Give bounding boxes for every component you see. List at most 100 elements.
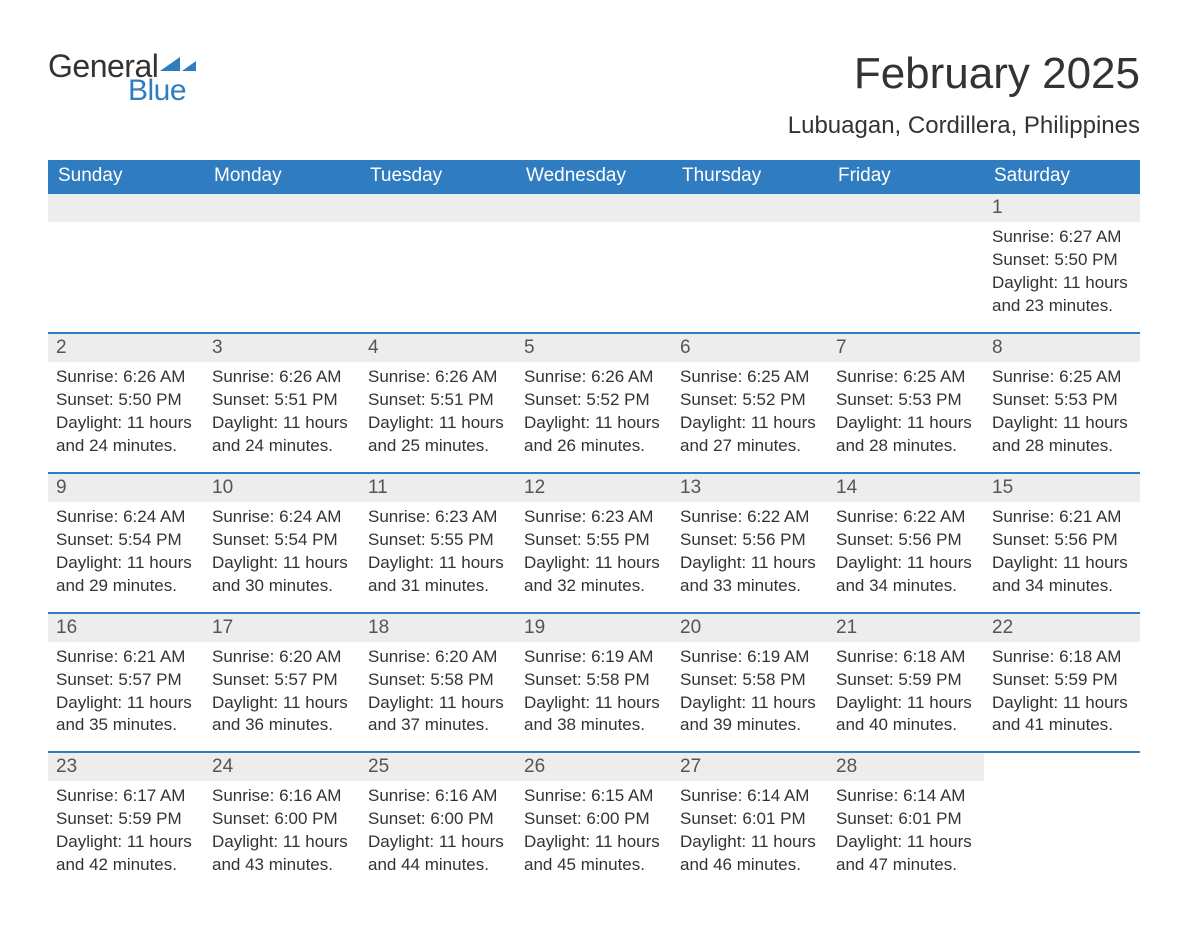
daylight-text: Daylight: 11 hours and 29 minutes. bbox=[56, 552, 196, 598]
daylight-text: Daylight: 11 hours and 41 minutes. bbox=[992, 692, 1132, 738]
sunrise-text: Sunrise: 6:19 AM bbox=[680, 646, 820, 669]
day-content-row: Sunrise: 6:17 AMSunset: 5:59 PMDaylight:… bbox=[48, 781, 1140, 891]
day-content-cell: Sunrise: 6:14 AMSunset: 6:01 PMDaylight:… bbox=[672, 781, 828, 891]
day-number-cell: 13 bbox=[672, 473, 828, 502]
sunrise-text: Sunrise: 6:23 AM bbox=[524, 506, 664, 529]
day-number-cell: 19 bbox=[516, 613, 672, 642]
sunset-text: Sunset: 5:55 PM bbox=[368, 529, 508, 552]
day-number-cell: 20 bbox=[672, 613, 828, 642]
day-content-cell: Sunrise: 6:14 AMSunset: 6:01 PMDaylight:… bbox=[828, 781, 984, 891]
day-number-cell: 16 bbox=[48, 613, 204, 642]
day-content-row: Sunrise: 6:24 AMSunset: 5:54 PMDaylight:… bbox=[48, 502, 1140, 613]
day-number-row: 9101112131415 bbox=[48, 473, 1140, 502]
day-number-cell: 25 bbox=[360, 752, 516, 781]
daylight-text: Daylight: 11 hours and 47 minutes. bbox=[836, 831, 976, 877]
daylight-text: Daylight: 11 hours and 24 minutes. bbox=[212, 412, 352, 458]
daylight-text: Daylight: 11 hours and 30 minutes. bbox=[212, 552, 352, 598]
day-number-cell: 12 bbox=[516, 473, 672, 502]
day-number-cell: 24 bbox=[204, 752, 360, 781]
title-block: February 2025 Lubuagan, Cordillera, Phil… bbox=[788, 50, 1140, 154]
daylight-text: Daylight: 11 hours and 23 minutes. bbox=[992, 272, 1132, 318]
day-number-cell: 27 bbox=[672, 752, 828, 781]
calendar-table: SundayMondayTuesdayWednesdayThursdayFrid… bbox=[48, 160, 1140, 891]
day-content-cell: Sunrise: 6:16 AMSunset: 6:00 PMDaylight:… bbox=[204, 781, 360, 891]
day-content-cell: Sunrise: 6:19 AMSunset: 5:58 PMDaylight:… bbox=[672, 642, 828, 753]
day-content-cell: Sunrise: 6:27 AMSunset: 5:50 PMDaylight:… bbox=[984, 222, 1140, 333]
location-subtitle: Lubuagan, Cordillera, Philippines bbox=[788, 112, 1140, 140]
sunrise-text: Sunrise: 6:18 AM bbox=[992, 646, 1132, 669]
day-content-cell bbox=[204, 222, 360, 333]
sunset-text: Sunset: 5:50 PM bbox=[992, 249, 1132, 272]
sunrise-text: Sunrise: 6:21 AM bbox=[56, 646, 196, 669]
day-content-cell: Sunrise: 6:23 AMSunset: 5:55 PMDaylight:… bbox=[516, 502, 672, 613]
day-content-cell: Sunrise: 6:20 AMSunset: 5:58 PMDaylight:… bbox=[360, 642, 516, 753]
sunset-text: Sunset: 5:54 PM bbox=[212, 529, 352, 552]
day-content-cell: Sunrise: 6:22 AMSunset: 5:56 PMDaylight:… bbox=[672, 502, 828, 613]
day-number-cell bbox=[360, 193, 516, 222]
day-content-cell: Sunrise: 6:25 AMSunset: 5:53 PMDaylight:… bbox=[984, 362, 1140, 473]
sunset-text: Sunset: 5:55 PM bbox=[524, 529, 664, 552]
sunrise-text: Sunrise: 6:21 AM bbox=[992, 506, 1132, 529]
daylight-text: Daylight: 11 hours and 24 minutes. bbox=[56, 412, 196, 458]
sunset-text: Sunset: 5:53 PM bbox=[836, 389, 976, 412]
sunset-text: Sunset: 5:54 PM bbox=[56, 529, 196, 552]
daylight-text: Daylight: 11 hours and 45 minutes. bbox=[524, 831, 664, 877]
day-number-cell: 14 bbox=[828, 473, 984, 502]
sunrise-text: Sunrise: 6:27 AM bbox=[992, 226, 1132, 249]
day-number-cell: 10 bbox=[204, 473, 360, 502]
sunset-text: Sunset: 5:51 PM bbox=[368, 389, 508, 412]
day-number-row: 232425262728 bbox=[48, 752, 1140, 781]
daylight-text: Daylight: 11 hours and 43 minutes. bbox=[212, 831, 352, 877]
day-number-cell bbox=[672, 193, 828, 222]
day-content-cell: Sunrise: 6:24 AMSunset: 5:54 PMDaylight:… bbox=[204, 502, 360, 613]
day-content-cell bbox=[672, 222, 828, 333]
day-content-cell: Sunrise: 6:24 AMSunset: 5:54 PMDaylight:… bbox=[48, 502, 204, 613]
daylight-text: Daylight: 11 hours and 40 minutes. bbox=[836, 692, 976, 738]
day-number-cell bbox=[984, 752, 1140, 781]
daylight-text: Daylight: 11 hours and 37 minutes. bbox=[368, 692, 508, 738]
sunrise-text: Sunrise: 6:26 AM bbox=[368, 366, 508, 389]
sunset-text: Sunset: 5:52 PM bbox=[680, 389, 820, 412]
day-content-cell: Sunrise: 6:20 AMSunset: 5:57 PMDaylight:… bbox=[204, 642, 360, 753]
daylight-text: Daylight: 11 hours and 32 minutes. bbox=[524, 552, 664, 598]
sunset-text: Sunset: 5:52 PM bbox=[524, 389, 664, 412]
day-number-cell: 3 bbox=[204, 333, 360, 362]
day-number-cell: 21 bbox=[828, 613, 984, 642]
day-number-cell: 6 bbox=[672, 333, 828, 362]
sunset-text: Sunset: 5:57 PM bbox=[212, 669, 352, 692]
day-content-cell bbox=[984, 781, 1140, 891]
day-number-cell: 4 bbox=[360, 333, 516, 362]
daylight-text: Daylight: 11 hours and 38 minutes. bbox=[524, 692, 664, 738]
sunrise-text: Sunrise: 6:15 AM bbox=[524, 785, 664, 808]
sunset-text: Sunset: 5:58 PM bbox=[368, 669, 508, 692]
day-content-cell: Sunrise: 6:25 AMSunset: 5:53 PMDaylight:… bbox=[828, 362, 984, 473]
sunset-text: Sunset: 6:01 PM bbox=[680, 808, 820, 831]
sunrise-text: Sunrise: 6:14 AM bbox=[680, 785, 820, 808]
day-content-cell: Sunrise: 6:17 AMSunset: 5:59 PMDaylight:… bbox=[48, 781, 204, 891]
calendar-body: 1Sunrise: 6:27 AMSunset: 5:50 PMDaylight… bbox=[48, 193, 1140, 891]
sunrise-text: Sunrise: 6:23 AM bbox=[368, 506, 508, 529]
daylight-text: Daylight: 11 hours and 33 minutes. bbox=[680, 552, 820, 598]
day-number-cell: 1 bbox=[984, 193, 1140, 222]
day-number-cell: 15 bbox=[984, 473, 1140, 502]
sunset-text: Sunset: 5:53 PM bbox=[992, 389, 1132, 412]
day-number-cell: 11 bbox=[360, 473, 516, 502]
day-content-row: Sunrise: 6:26 AMSunset: 5:50 PMDaylight:… bbox=[48, 362, 1140, 473]
daylight-text: Daylight: 11 hours and 28 minutes. bbox=[836, 412, 976, 458]
day-content-row: Sunrise: 6:27 AMSunset: 5:50 PMDaylight:… bbox=[48, 222, 1140, 333]
month-title: February 2025 bbox=[788, 50, 1140, 98]
sunrise-text: Sunrise: 6:16 AM bbox=[368, 785, 508, 808]
day-content-cell: Sunrise: 6:19 AMSunset: 5:58 PMDaylight:… bbox=[516, 642, 672, 753]
sunset-text: Sunset: 5:59 PM bbox=[992, 669, 1132, 692]
day-number-cell: 22 bbox=[984, 613, 1140, 642]
sunrise-text: Sunrise: 6:16 AM bbox=[212, 785, 352, 808]
day-content-cell: Sunrise: 6:26 AMSunset: 5:51 PMDaylight:… bbox=[360, 362, 516, 473]
day-number-row: 2345678 bbox=[48, 333, 1140, 362]
day-content-cell: Sunrise: 6:21 AMSunset: 5:56 PMDaylight:… bbox=[984, 502, 1140, 613]
day-number-cell: 9 bbox=[48, 473, 204, 502]
calendar-page: General Blue February 2025 Lubuagan, Cor… bbox=[0, 0, 1188, 931]
sunrise-text: Sunrise: 6:25 AM bbox=[836, 366, 976, 389]
sunrise-text: Sunrise: 6:25 AM bbox=[992, 366, 1132, 389]
sunrise-text: Sunrise: 6:25 AM bbox=[680, 366, 820, 389]
daylight-text: Daylight: 11 hours and 27 minutes. bbox=[680, 412, 820, 458]
